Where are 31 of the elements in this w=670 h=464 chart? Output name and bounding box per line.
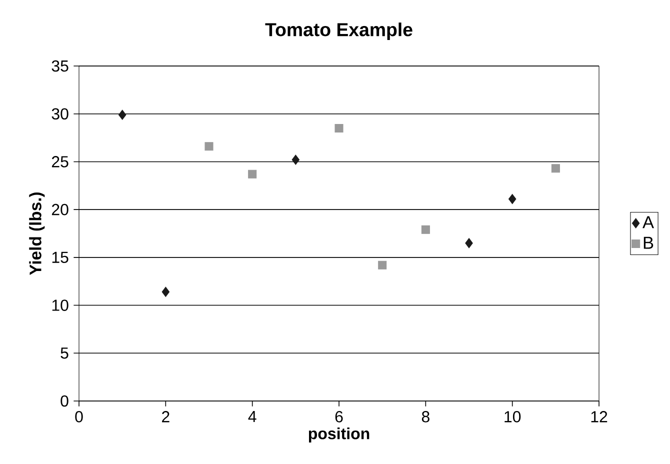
y-tick-label: 30 bbox=[52, 108, 68, 120]
point bbox=[465, 238, 473, 248]
x-axis-title: position bbox=[308, 428, 370, 442]
point bbox=[162, 286, 170, 297]
x-tick-label: 12 bbox=[591, 411, 608, 422]
legend-label: A bbox=[642, 216, 654, 228]
x-tick-label: 10 bbox=[504, 411, 521, 422]
x-tick-label: 4 bbox=[248, 411, 256, 422]
point bbox=[334, 124, 344, 132]
y-tick-label: 10 bbox=[52, 300, 68, 311]
chart-title: Tomato Example bbox=[265, 22, 412, 40]
y-tick-label: 5 bbox=[60, 348, 68, 359]
y-tick-label: 35 bbox=[52, 60, 68, 72]
point bbox=[551, 164, 560, 173]
x-tick-label: 0 bbox=[75, 411, 83, 422]
point bbox=[204, 142, 214, 151]
legend-label: B bbox=[644, 236, 654, 249]
y-tick-label: 0 bbox=[60, 395, 68, 407]
point bbox=[378, 260, 387, 270]
y-tick-label: 15 bbox=[52, 252, 68, 263]
y-tick-label: 25 bbox=[52, 156, 68, 168]
x-tick-label: 2 bbox=[162, 411, 170, 422]
y-tick-label: 20 bbox=[52, 204, 68, 216]
y-axis-title: Yield (lbs.) bbox=[29, 192, 45, 276]
x-tick-label: 8 bbox=[422, 411, 430, 422]
x-tick-label: 6 bbox=[335, 411, 343, 422]
point bbox=[421, 225, 430, 234]
point bbox=[118, 110, 126, 120]
point bbox=[292, 154, 300, 165]
point bbox=[508, 194, 516, 204]
point bbox=[248, 170, 257, 178]
